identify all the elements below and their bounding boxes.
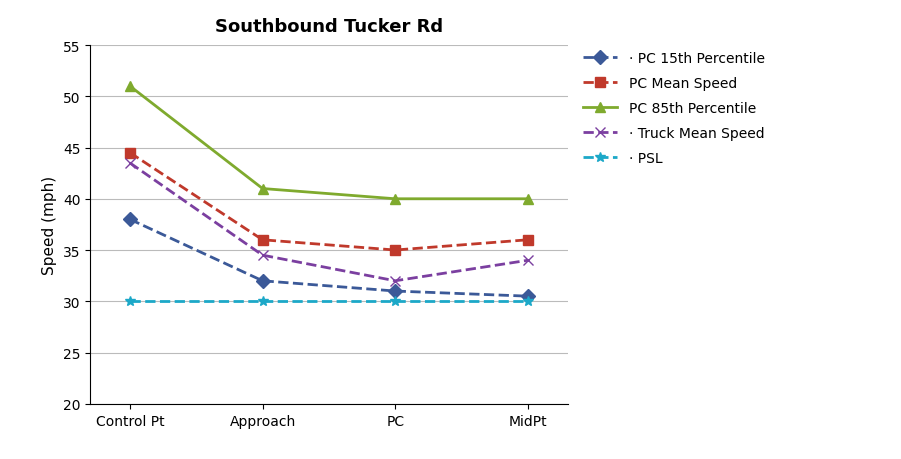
· PC 15th Percentile (124, 217, 135, 223)
· PC 15th Percentile (257, 279, 268, 284)
PC 85th Percentile (124, 84, 135, 90)
Line: · Truck Mean Speed: · Truck Mean Speed (125, 159, 532, 286)
· PC 15th Percentile (523, 294, 533, 299)
· Truck Mean Speed (390, 279, 401, 284)
PC Mean Speed (257, 237, 268, 243)
Title: Southbound Tucker Rd: Southbound Tucker Rd (214, 18, 443, 36)
Line: PC 85th Percentile: PC 85th Percentile (125, 82, 532, 204)
Legend: · PC 15th Percentile, PC Mean Speed, PC 85th Percentile, · Truck Mean Speed, · P: · PC 15th Percentile, PC Mean Speed, PC … (578, 46, 770, 171)
Line: PC Mean Speed: PC Mean Speed (125, 148, 532, 255)
· Truck Mean Speed (257, 253, 268, 258)
Y-axis label: Speed (mph): Speed (mph) (42, 175, 58, 274)
PC 85th Percentile (257, 186, 268, 192)
PC Mean Speed (523, 237, 533, 243)
· PSL (523, 299, 533, 304)
· PSL (124, 299, 135, 304)
· Truck Mean Speed (523, 258, 533, 263)
Line: · PSL: · PSL (125, 297, 532, 307)
PC Mean Speed (390, 248, 401, 253)
· PSL (257, 299, 268, 304)
PC Mean Speed (124, 151, 135, 156)
· PSL (390, 299, 401, 304)
Line: · PC 15th Percentile: · PC 15th Percentile (125, 215, 532, 302)
PC 85th Percentile (523, 196, 533, 202)
PC 85th Percentile (390, 196, 401, 202)
· PC 15th Percentile (390, 289, 401, 294)
· Truck Mean Speed (124, 161, 135, 166)
